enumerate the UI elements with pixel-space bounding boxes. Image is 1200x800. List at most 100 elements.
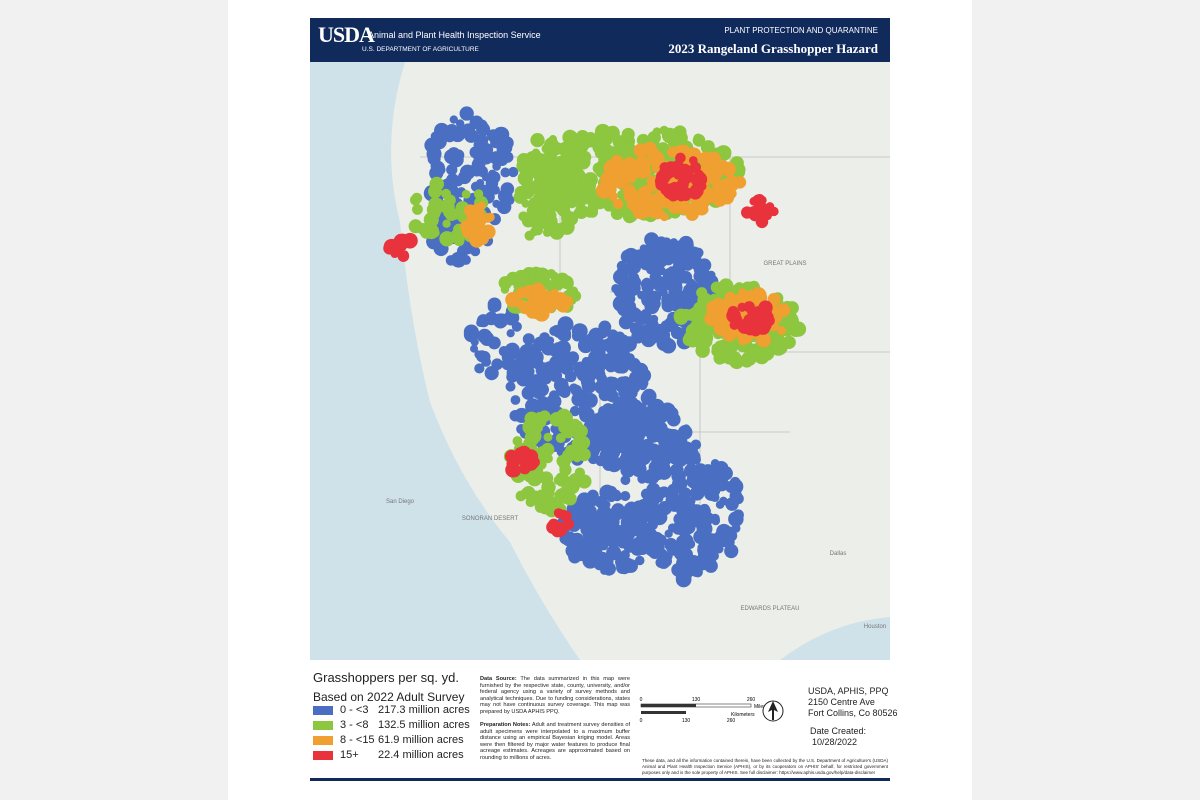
hazard-dot xyxy=(607,191,617,200)
text: The data summarized in this map were fur… xyxy=(480,676,630,715)
legend-range: 8 - <15 xyxy=(340,734,375,746)
disclaimer: These data, and all the information cont… xyxy=(642,758,888,775)
hazard-dot xyxy=(718,278,734,294)
hazard-dot xyxy=(535,383,550,397)
hazard-dot xyxy=(543,453,553,464)
hazard-dot xyxy=(492,127,509,144)
km-label: 130 xyxy=(682,718,691,724)
hazard-dot xyxy=(602,457,616,471)
hazard-dot xyxy=(521,449,530,458)
legend-swatch xyxy=(313,721,333,730)
hazard-dot xyxy=(700,199,710,208)
hazard-dot xyxy=(459,106,474,121)
legend-acres: 217.3 million acres xyxy=(378,704,470,716)
hazard-dot xyxy=(474,363,485,374)
hazard-dot xyxy=(696,520,713,537)
hazard-dot xyxy=(563,492,577,506)
hazard-dot xyxy=(555,384,568,397)
hazard-dot xyxy=(521,386,536,400)
hazard-dot xyxy=(533,225,543,236)
hazard-dot xyxy=(474,216,486,228)
hazard-dot xyxy=(641,522,655,537)
hazard-dot xyxy=(672,294,685,307)
hazard-dot xyxy=(591,136,600,146)
label: Data Source: xyxy=(480,676,517,682)
department: U.S. DEPARTMENT OF AGRICULTURE xyxy=(362,46,479,53)
hazard-dot xyxy=(664,529,673,538)
hazard-dot xyxy=(684,508,700,523)
hazard-dot xyxy=(705,533,718,545)
hazard-dot xyxy=(594,147,606,159)
hazard-dot xyxy=(512,436,523,446)
hazard-dot xyxy=(470,181,482,192)
hazard-dot xyxy=(428,208,441,220)
hazard-dot xyxy=(474,133,489,148)
hazard-dot xyxy=(501,358,514,371)
hazard-dot xyxy=(566,480,580,494)
hazard-dot xyxy=(514,455,524,465)
legend-range: 15+ xyxy=(340,749,359,761)
hazard-dot xyxy=(463,327,479,343)
hazard-dot xyxy=(447,147,461,160)
hazard-dot xyxy=(553,292,563,302)
hazard-dot xyxy=(685,207,699,221)
hazard-dot xyxy=(660,183,673,196)
hazard-dot xyxy=(596,354,612,370)
hazard-dot xyxy=(691,255,702,266)
hazard-dot xyxy=(671,271,684,284)
hazard-dot xyxy=(737,302,747,312)
hazard-dot xyxy=(573,208,582,218)
legend-acres: 61.9 million acres xyxy=(378,734,464,746)
hazard-dot xyxy=(607,376,620,389)
hazard-dot xyxy=(605,537,616,547)
hazard-dot xyxy=(620,448,636,464)
hazard-dot xyxy=(688,147,698,156)
hazard-dot xyxy=(627,193,640,206)
hazard-dot xyxy=(597,551,608,562)
hazard-dot xyxy=(702,140,715,153)
hazard-dot xyxy=(479,331,495,346)
hazard-dot xyxy=(523,342,534,353)
hazard-dot xyxy=(678,441,695,458)
address-line: 2150 Centre Ave xyxy=(808,697,875,707)
hazard-dot xyxy=(559,141,571,153)
hazard-dot xyxy=(641,280,655,294)
hazard-dot xyxy=(656,252,667,263)
hazard-dot xyxy=(572,453,582,463)
hazard-dot xyxy=(578,406,595,423)
hazard-dot xyxy=(569,383,579,393)
hazard-dot xyxy=(599,407,614,421)
map-label: SONORAN DESERT xyxy=(462,516,519,522)
hazard-dot xyxy=(557,331,566,341)
hazard-dot xyxy=(713,352,727,365)
hazard-dot xyxy=(720,190,735,205)
hazard-dot xyxy=(656,404,673,421)
hazard-dot xyxy=(469,232,485,248)
north-arrow xyxy=(762,700,784,722)
hazard-dot xyxy=(608,392,619,403)
hazard-dot xyxy=(637,324,652,339)
footer-rule xyxy=(310,778,890,781)
logo: USDA xyxy=(318,22,375,47)
hazard-dot xyxy=(636,145,647,157)
legend-acres: 132.5 million acres xyxy=(378,719,470,731)
hazard-dot xyxy=(683,284,692,294)
hazard-dot xyxy=(612,133,622,143)
hazard-dot xyxy=(505,381,516,392)
hazard-dot xyxy=(550,369,562,380)
hazard-dot xyxy=(599,542,609,551)
hazard-dot xyxy=(592,338,608,354)
hazard-dot xyxy=(695,337,711,352)
hazard-dot xyxy=(599,484,615,501)
hazard-dot xyxy=(675,152,686,164)
agency: Animal and Plant Health Inspection Servi… xyxy=(368,30,541,40)
hazard-dot xyxy=(596,505,612,521)
hazard-dot xyxy=(543,160,554,170)
hazard-dot xyxy=(449,115,458,124)
hazard-dot xyxy=(571,190,587,205)
hazard-dot xyxy=(473,208,485,219)
hazard-dot xyxy=(532,178,544,191)
gulf xyxy=(780,617,890,660)
hazard-dot xyxy=(639,311,648,321)
